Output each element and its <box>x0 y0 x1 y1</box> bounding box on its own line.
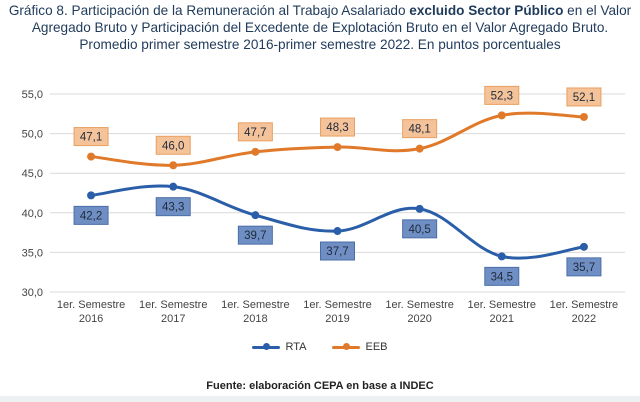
x-tick-label: 1er. Semestre <box>221 299 289 311</box>
chart-area: 30,0 35,0 40,0 45,0 50,0 55,0 1er. Semestre 201… <box>0 70 640 370</box>
legend-item-eeb: EEB <box>332 341 388 353</box>
y-tick-label: 30,0 <box>22 287 43 299</box>
x-tick-label: 2018 <box>243 313 267 325</box>
eeb-data-label-box <box>484 85 520 105</box>
rta-data-point <box>415 204 424 213</box>
title-line-1: Gráfico 8. Participación de la Remunerac… <box>0 2 640 19</box>
rta-data-label-box <box>73 205 109 225</box>
legend-label: EEB <box>365 341 388 353</box>
y-tick-label: 40,0 <box>22 208 43 220</box>
title-line-1-start: Gráfico 8. Participación de la Remunerac… <box>8 3 410 18</box>
legend-item-rta: RTA <box>252 341 306 353</box>
eeb-data-point <box>333 143 342 152</box>
y-tick-label: 45,0 <box>22 168 43 180</box>
chart-title: Gráfico 8. Participación de la Remunerac… <box>0 2 640 53</box>
title-line-2: Agregado Bruto y Participación del Exced… <box>31 20 609 35</box>
x-tick-label: 1er. Semestre <box>385 299 453 311</box>
title-line-1-bold: excluido Sector Público <box>409 3 564 18</box>
y-tick-label: 50,0 <box>22 129 43 141</box>
y-tick-label: 35,0 <box>22 247 43 259</box>
eeb-data-point <box>251 147 260 156</box>
rta-data-label-box <box>155 197 191 217</box>
x-tick-label: 2020 <box>407 313 431 325</box>
rta-data-point <box>497 252 506 261</box>
chart-legend: RTA EEB <box>0 341 640 353</box>
eeb-data-label: 48,3 <box>326 122 348 134</box>
x-tick-label: 2017 <box>161 313 185 325</box>
eeb-data-label: 52,1 <box>573 92 595 104</box>
eeb-data-label-box <box>566 87 602 107</box>
title-line-1-end: en el Valor <box>563 3 632 18</box>
rta-data-label: 42,2 <box>80 210 102 222</box>
x-tick-label: 2021 <box>490 313 514 325</box>
x-tick-label: 1er. Semestre <box>550 299 618 311</box>
line-chart: 30,0 35,0 40,0 45,0 50,0 55,0 1er. Semestre 201… <box>22 85 625 325</box>
rta-data-label: 40,5 <box>408 224 430 236</box>
legend-swatch <box>252 343 281 350</box>
eeb-data-label-box <box>237 122 273 142</box>
legend-label: RTA <box>285 341 307 353</box>
x-tick-label: 2016 <box>79 313 103 325</box>
rta-data-label-box <box>484 266 520 286</box>
eeb-data-label: 47,7 <box>244 127 266 139</box>
source-note: Fuente: elaboración CEPA en base a INDEC <box>206 380 434 392</box>
x-tick-label: 1er. Semestre <box>468 299 536 311</box>
eeb-data-label: 52,3 <box>491 90 513 102</box>
eeb-data-label: 48,1 <box>408 124 430 136</box>
legend-swatch <box>332 343 361 350</box>
rta-data-point <box>169 182 178 191</box>
eeb-data-label-box <box>320 117 355 137</box>
x-tick-label: 2022 <box>572 313 596 325</box>
eeb-data-point <box>497 111 506 120</box>
eeb-data-label-box <box>402 119 438 139</box>
eeb-data-point <box>415 144 424 153</box>
rta-data-label-box <box>402 219 438 239</box>
rta-data-label: 39,7 <box>244 230 266 242</box>
eeb-data-point <box>87 152 96 161</box>
x-tick-label: 1er. Semestre <box>57 299 125 311</box>
rta-data-label-box <box>566 257 602 277</box>
rta-data-label-box <box>237 225 273 245</box>
rta-data-point <box>251 211 260 220</box>
y-tick-label: 55,0 <box>22 89 43 101</box>
rta-data-point <box>87 191 96 200</box>
rta-data-label-box <box>320 241 355 261</box>
eeb-data-point <box>579 112 588 121</box>
eeb-data-point <box>169 161 178 170</box>
rta-data-label: 35,7 <box>573 262 595 274</box>
x-tick-label: 1er. Semestre <box>139 299 207 311</box>
title-line-3: Promedio primer semestre 2016-primer sem… <box>79 37 561 52</box>
rta-data-label: 34,5 <box>491 271 513 283</box>
rta-data-label: 37,7 <box>326 246 348 258</box>
x-tick-label: 1er. Semestre <box>303 299 371 311</box>
x-tick-label: 2019 <box>325 313 349 325</box>
rta-data-label: 43,3 <box>162 202 184 214</box>
eeb-data-label-box <box>155 135 191 155</box>
eeb-data-label: 46,0 <box>162 140 184 152</box>
bottom-divider <box>0 396 640 402</box>
rta-data-point <box>579 242 588 251</box>
eeb-data-label-box <box>73 127 109 147</box>
eeb-data-label: 47,1 <box>80 132 102 144</box>
rta-data-point <box>333 227 342 236</box>
